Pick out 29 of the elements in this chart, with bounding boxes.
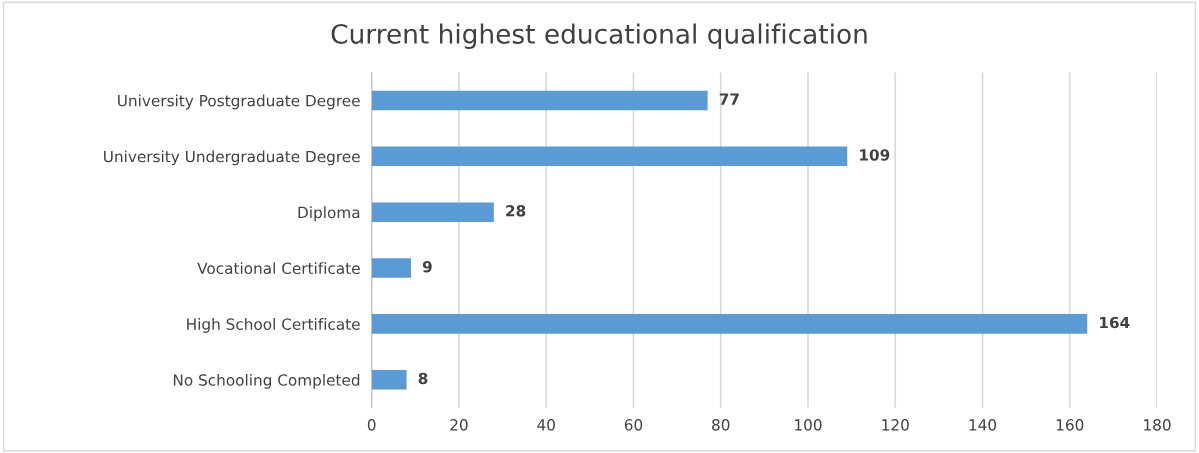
- x-tick-label: 0: [367, 419, 376, 431]
- bar: [371, 90, 708, 111]
- y-tick-label: University Postgraduate Degree: [118, 94, 360, 110]
- chart-title: Current highest educational qualification: [331, 23, 867, 50]
- data-label: 77: [719, 93, 739, 105]
- data-label: 28: [506, 205, 526, 217]
- bar: [371, 146, 848, 167]
- y-tick-label: University Undergraduate Degree: [104, 150, 360, 166]
- data-label: 109: [860, 149, 890, 161]
- x-tick-label: 60: [624, 419, 643, 431]
- bar: [371, 258, 411, 278]
- x-tick-label: 160: [1056, 419, 1084, 431]
- y-tick-label: Vocational Certificate: [197, 262, 360, 275]
- y-tick-label: Diploma: [298, 206, 360, 222]
- x-tick-label: 180: [1144, 419, 1171, 431]
- x-tick-label: 120: [882, 419, 909, 431]
- x-tick-label: 20: [450, 419, 468, 431]
- y-tick-label: High School Certificate: [187, 318, 360, 333]
- x-tick-label: 80: [712, 419, 730, 431]
- y-tick-label: No Schooling Completed: [173, 373, 360, 389]
- data-label: 8: [418, 372, 428, 385]
- x-tick-label: 40: [537, 419, 555, 431]
- bar: [371, 202, 494, 222]
- bar: [371, 314, 1088, 334]
- x-tick-label: 140: [969, 419, 997, 431]
- bar: [371, 369, 407, 390]
- data-label: 9: [422, 260, 432, 273]
- x-tick-label: 100: [795, 419, 822, 431]
- data-label: 164: [1100, 316, 1130, 329]
